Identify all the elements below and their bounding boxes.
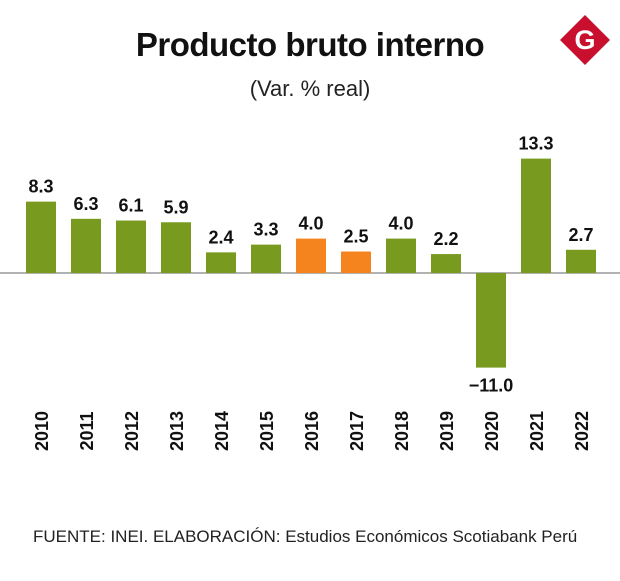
bar-2011	[71, 218, 101, 273]
chart-subtitle: (Var. % real)	[249, 76, 371, 101]
data-label-2010: 8.3	[28, 177, 53, 197]
x-tick-2020: 2020	[482, 411, 502, 451]
data-label-2015: 3.3	[253, 220, 278, 240]
x-tick-2013: 2013	[167, 411, 187, 451]
x-tick-2010: 2010	[32, 411, 52, 451]
bar-2020	[476, 273, 506, 368]
bar-2010	[26, 201, 56, 273]
bar-2019	[431, 254, 461, 273]
data-label-2019: 2.2	[433, 229, 458, 249]
data-label-2016: 4.0	[298, 214, 323, 234]
data-label-2011: 6.3	[73, 194, 98, 214]
bar-2014	[206, 252, 236, 273]
bar-2016	[296, 238, 326, 273]
x-tick-2011: 2011	[77, 411, 97, 450]
data-label-2013: 5.9	[163, 197, 188, 217]
bar-2018	[386, 238, 416, 273]
data-label-2017: 2.5	[343, 227, 368, 247]
bar-2021	[521, 158, 551, 273]
x-tick-2012: 2012	[122, 411, 142, 451]
logo-letter: G	[574, 25, 595, 55]
logo-diamond	[560, 15, 610, 65]
bar-2015	[251, 244, 281, 273]
x-tick-2022: 2022	[572, 411, 592, 451]
x-tick-2014: 2014	[212, 411, 232, 451]
chart-title: Producto bruto interno	[135, 26, 485, 63]
brand-logo-icon: G	[560, 15, 610, 65]
x-tick-2016: 2016	[302, 411, 322, 451]
data-label-2014: 2.4	[208, 227, 233, 247]
data-label-2018: 4.0	[388, 214, 413, 234]
data-label-2022: 2.7	[568, 225, 593, 245]
bar-2013	[161, 222, 191, 273]
bar-chart: 8.3 2010 6.3 2011 6.1 2012 5.9 2013 2.4 2014 3.3 20…	[0, 134, 620, 451]
x-tick-2018: 2018	[392, 411, 412, 451]
source-note: FUENTE: INEI. ELABORACIÓN: Estudios Econ…	[33, 527, 578, 546]
x-tick-2019: 2019	[437, 411, 457, 451]
x-tick-2017: 2017	[347, 411, 367, 451]
x-tick-2021: 2021	[527, 411, 547, 451]
bar-2017	[341, 251, 371, 273]
data-label-2020: −11.0	[469, 376, 514, 396]
bar-2022	[566, 249, 596, 273]
data-label-2021: 13.3	[518, 134, 553, 154]
data-label-2012: 6.1	[118, 196, 143, 216]
x-tick-2015: 2015	[257, 411, 277, 451]
bar-2012	[116, 220, 146, 273]
